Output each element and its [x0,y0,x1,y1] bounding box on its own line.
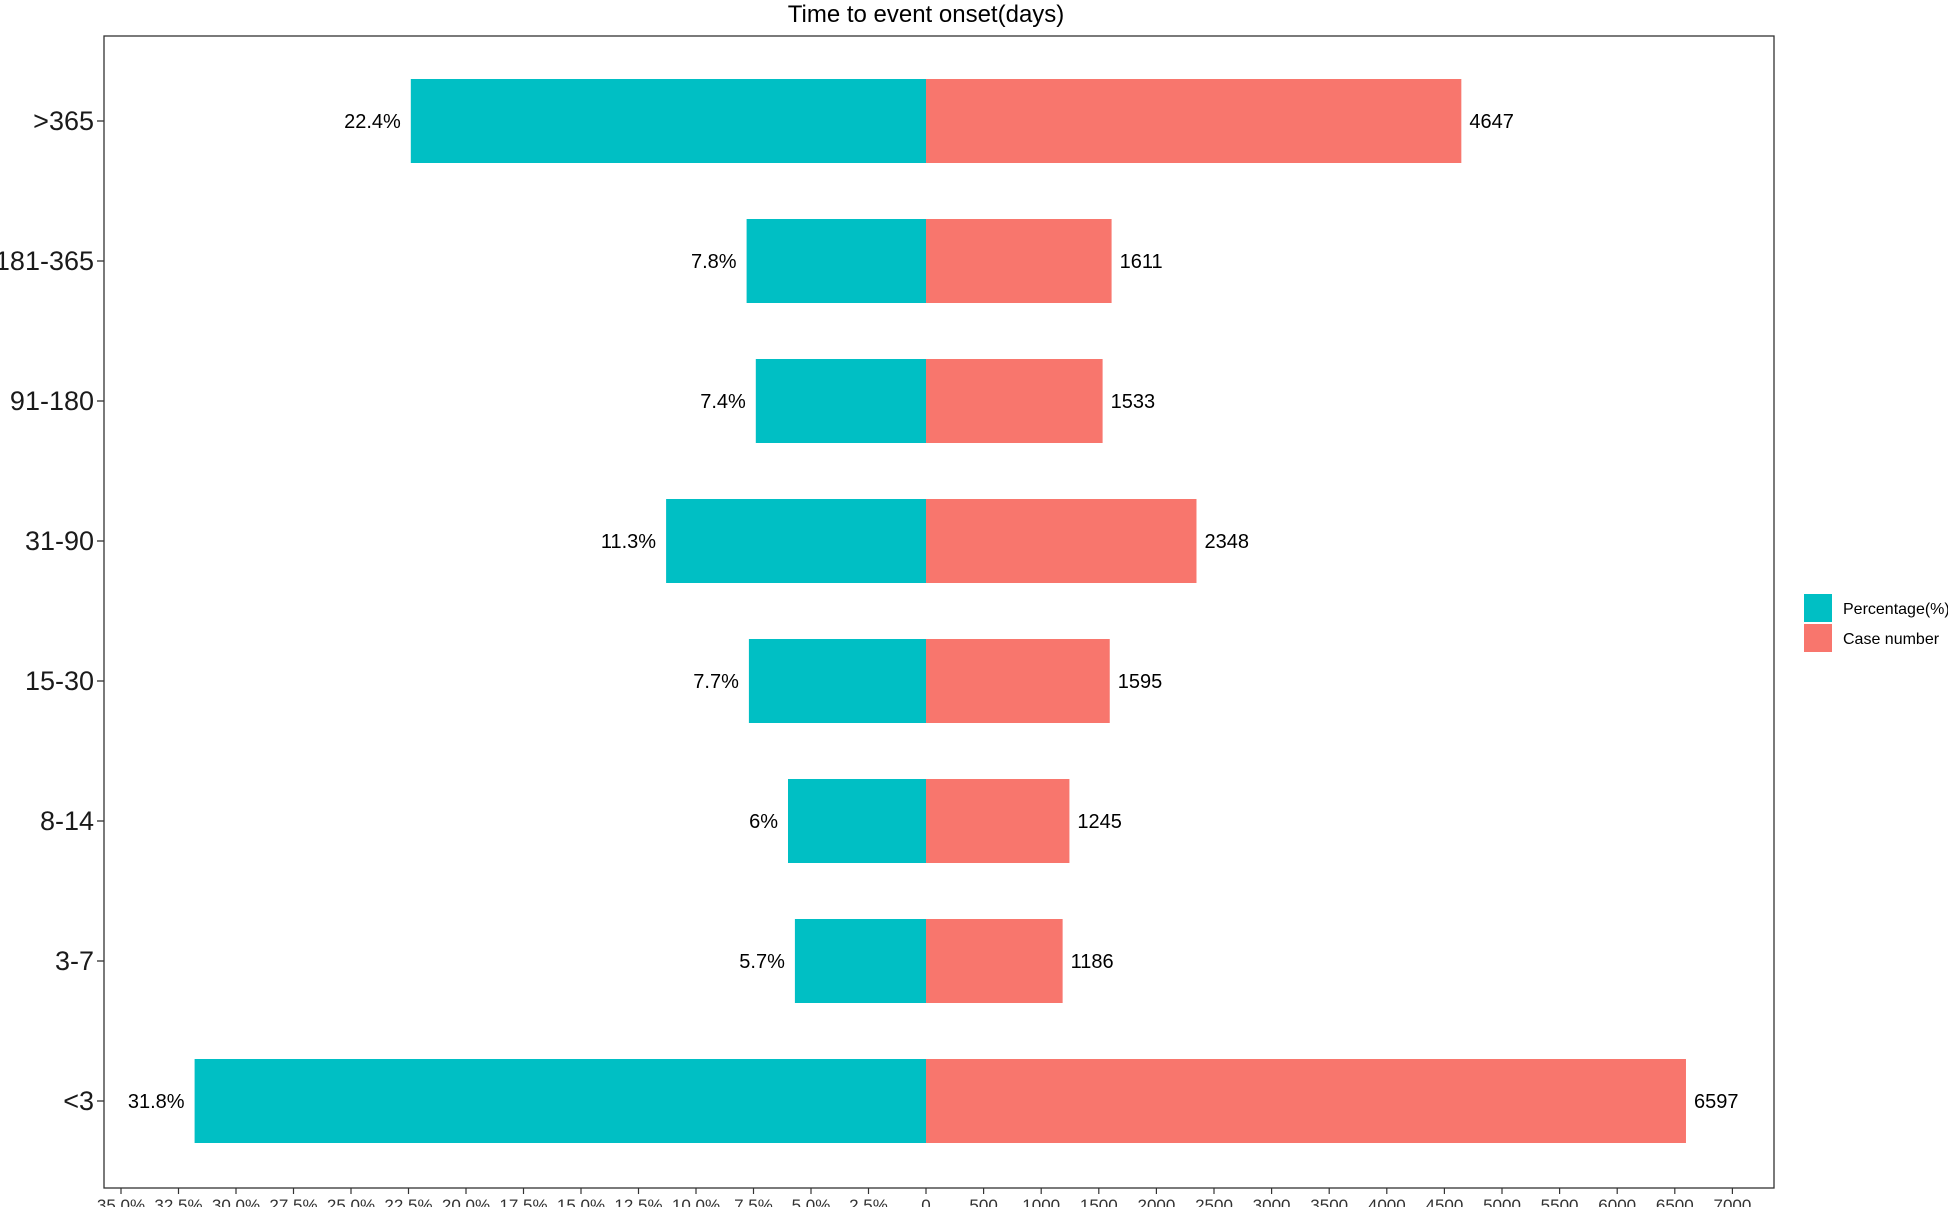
legend: Percentage(%) Case number [1804,594,1948,652]
x-tick-label-left-4: 25.0% [327,1196,375,1207]
label-case-number-6: 1611 [1120,251,1163,273]
label-percentage-7: 22.4% [344,111,401,133]
label-case-number-2: 1245 [1077,811,1122,833]
y-tick-label-3: 15-30 [25,666,94,696]
label-case-number-3: 1595 [1118,671,1163,693]
x-tick-label-left-8: 15.0% [557,1196,605,1207]
x-tick-label-right-1: 500 [969,1196,997,1207]
bar-percentage-1 [794,919,926,1003]
legend-label-0: Percentage(%) [1843,601,1948,618]
x-tick-label-left-10: 10.0% [672,1196,720,1207]
bar-case-number-4 [926,499,1197,583]
bar-percentage-4 [666,499,926,583]
x-tick-label-right-10: 5000 [1483,1196,1521,1207]
bar-percentage-3 [748,639,926,723]
label-case-number-5: 1533 [1111,391,1156,413]
plot-panel [103,35,1775,1189]
x-tick-label-right-3: 1500 [1080,1196,1118,1207]
bar-case-number-0 [926,1059,1686,1143]
y-tick-label-7: >365 [33,106,94,136]
legend-label-1: Case number [1843,631,1940,648]
bar-case-number-7 [926,79,1462,163]
label-percentage-1: 5.7% [739,951,785,973]
bar-percentage-5 [755,359,926,443]
y-tick-label-4: 31-90 [25,526,94,556]
legend-key-1 [1804,624,1832,652]
x-tick-label-left-1: 32.5% [154,1196,202,1207]
x-axis: 0 500 1000 1500 2000 2500 3000 3500 4000 4500 5000… [97,1188,1751,1207]
y-tick-label-0: <3 [63,1086,94,1116]
y-tick-label-6: 181-365 [0,246,94,276]
x-tick-label-right-12: 6000 [1598,1196,1636,1207]
bar-case-number-6 [926,219,1112,303]
x-tick-label-right-14: 7000 [1713,1196,1751,1207]
y-tick-label-5: 91-180 [10,386,94,416]
y-tick-label-1: 3-7 [55,946,94,976]
bar-case-number-5 [926,359,1103,443]
x-tick-label-left-6: 20.0% [442,1196,490,1207]
y-tick-label-2: 8-14 [40,806,94,836]
data-labels: 31.8% 6597 5.7% 1186 6% 1245 7.7% 1595 11.3% 2348… [128,111,1739,1113]
x-tick-label-right-9: 4500 [1425,1196,1463,1207]
bar-percentage-6 [746,219,926,303]
label-percentage-0: 31.8% [128,1091,185,1113]
bar-case-number-2 [926,779,1070,863]
x-tick-label-right-8: 4000 [1368,1196,1406,1207]
label-percentage-4: 11.3% [601,531,656,553]
x-tick-label-right-0: 0 [921,1196,930,1207]
bar-percentage-2 [788,779,926,863]
legend-key-0 [1804,594,1832,622]
y-axis: <3 3-7 8-14 15-30 31-90 91-180 181-365 >365 [0,106,104,1116]
bars [194,79,1686,1143]
bar-case-number-1 [926,919,1063,1003]
x-tick-label-right-5: 2500 [1195,1196,1233,1207]
label-percentage-5: 7.4% [700,391,746,413]
label-case-number-4: 2348 [1204,531,1249,553]
label-case-number-1: 1186 [1071,951,1114,973]
x-tick-label-right-4: 2000 [1137,1196,1175,1207]
x-tick-label-left-5: 22.5% [384,1196,432,1207]
bar-percentage-7 [410,79,926,163]
x-tick-label-right-11: 5500 [1541,1196,1579,1207]
label-case-number-0: 6597 [1694,1091,1739,1113]
x-tick-label-left-0: 35.0% [97,1196,145,1207]
chart-title: Time to event onset(days) [788,1,1065,28]
label-case-number-7: 4647 [1469,111,1514,133]
x-tick-label-left-9: 12.5% [614,1196,662,1207]
bar-case-number-3 [926,639,1110,723]
label-percentage-6: 7.8% [691,251,737,273]
x-tick-label-left-13: 2.5% [849,1196,888,1207]
x-tick-label-left-7: 17.5% [499,1196,547,1207]
bar-percentage-0 [194,1059,927,1143]
x-tick-label-left-3: 27.5% [269,1196,317,1207]
label-percentage-2: 6% [749,811,778,833]
x-tick-label-left-12: 5.0% [792,1196,831,1207]
x-tick-label-right-7: 3500 [1310,1196,1348,1207]
label-percentage-3: 7.7% [693,671,739,693]
x-tick-label-right-6: 3000 [1253,1196,1291,1207]
x-tick-label-right-2: 1000 [1022,1196,1060,1207]
x-tick-label-left-11: 7.5% [734,1196,773,1207]
x-tick-label-left-2: 30.0% [212,1196,260,1207]
x-tick-label-right-13: 6500 [1656,1196,1694,1207]
